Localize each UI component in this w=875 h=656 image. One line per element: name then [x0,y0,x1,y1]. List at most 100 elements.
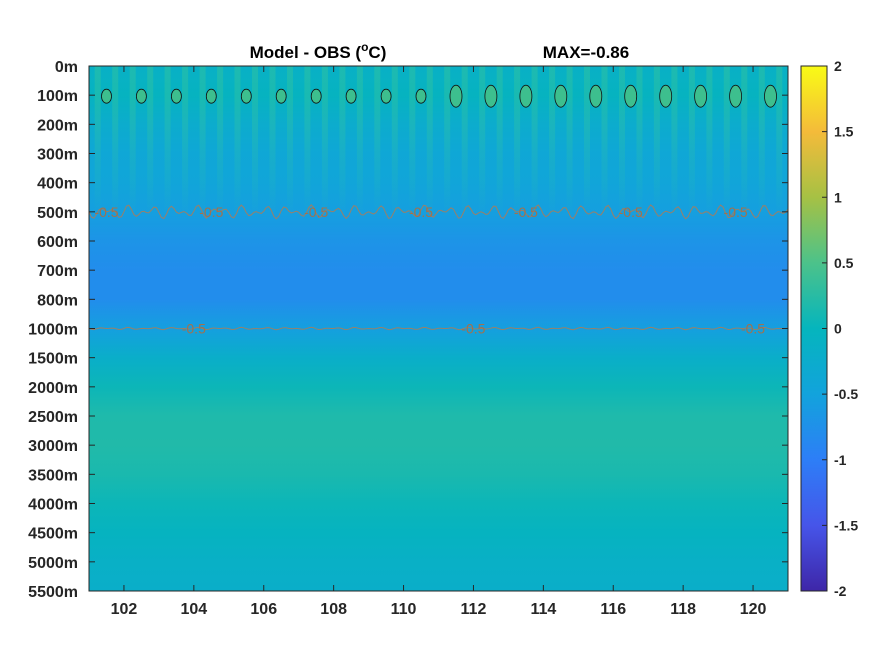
surface-stripe [217,66,224,216]
y-tick-label: 3500m [28,467,78,484]
positive-anomaly-blob [764,84,777,108]
surface-stripe [479,66,486,216]
colorbar-tick-label: -2 [834,583,847,599]
surface-stripe [636,66,643,216]
surface-stripe [461,66,468,216]
x-tick-label: 114 [530,601,556,618]
surface-stripe [199,66,206,216]
surface-stripe [619,66,625,216]
positive-anomaly-blob [240,88,252,104]
positive-anomaly-blob [345,88,357,104]
contour-lines: -0.5 -0.5 -0.5 -0.5 -0.5 -0.5 -0.5 -0.5 -0.5 -0.5 [89,204,788,337]
positive-anomaly-blob [135,88,147,104]
surface-stripe [374,66,381,216]
surface-stripe [304,66,311,216]
y-tick-label: 1000m [28,322,78,339]
y-tick-label: 2500m [28,409,78,426]
contour-label: -0.5 [199,204,223,220]
max-annotation: MAX=-0.86 [543,43,629,62]
surface-stripe [514,66,521,216]
surface-stripe [269,66,276,216]
surface-stripe [129,66,136,216]
surface-stripe [391,66,398,216]
x-axis: 102 104 106 108 110 112 114 116 118 120 [111,66,766,618]
surface-stripe [566,66,573,216]
y-tick-label: 600m [37,234,78,251]
colorbar-tick-label: 0 [834,321,842,337]
colorbar-tick-label: 1 [834,189,842,205]
colorbar-tick-label: -0.5 [834,386,858,402]
y-tick-label: 5500m [28,584,78,601]
surface-stripes [94,66,783,216]
colorbar-tick-label: -1.5 [834,517,858,533]
contour-label: -0.5 [94,204,118,220]
surface-stripe [182,66,189,216]
surface-stripe [426,66,433,216]
surface-stripe [758,66,765,216]
contour-label: -0.5 [619,204,643,220]
surface-stripe [409,66,416,216]
surface-stripe [234,66,241,216]
positive-anomaly-blob [519,84,533,108]
surface-stripe [549,66,556,216]
surface-stripe [741,66,748,216]
surface-stripe [321,66,328,216]
colorbar-tick-label: 0.5 [834,255,854,271]
surface-stripe [444,66,451,216]
surface-stripe [356,66,363,216]
y-axis: 0m 100m 200m 300m 400m 500m 600m 700m 800m 1000m 1… [28,59,788,601]
contour-label: -0.5 [724,204,748,220]
positive-anomaly-blob [624,84,638,108]
surface-stripe [164,66,171,216]
surface-stripe [706,66,713,216]
y-tick-label: 500m [37,205,78,222]
contour-label: -0.5 [409,204,433,220]
colorbar-tick-label: -1 [834,452,847,468]
x-tick-label: 106 [250,601,277,618]
y-tick-label: 1500m [28,351,78,368]
positive-anomaly-blob [484,84,498,108]
y-tick-label: 200m [37,117,78,134]
heatmap-plot: -0.5 -0.5 -0.5 -0.5 -0.5 -0.5 -0.5 -0.5 -0.5 -0.5 [88,65,789,592]
surface-stripe [776,66,783,216]
positive-anomaly-blob [554,84,568,108]
contour-line [89,326,788,331]
positive-anomaly-blob [380,88,392,104]
y-tick-label: 3000m [28,438,78,455]
contour-label: -0.5 [741,321,765,337]
surface-stripe [147,66,154,216]
surface-stripe [339,66,346,216]
x-tick-label: 102 [111,601,138,618]
contour-label: -0.5 [514,204,538,220]
y-tick-label: 700m [37,263,78,280]
y-tick-label: 4500m [28,526,78,543]
x-tick-label: 112 [461,601,487,618]
positive-anomaly-blob [449,84,463,108]
y-tick-label: 4000m [28,497,78,514]
x-tick-label: 110 [391,601,417,618]
y-tick-label: 300m [37,147,78,164]
x-tick-label: 104 [180,601,207,618]
colorbar-tick-label: 1.5 [834,124,854,140]
contour-line [89,204,788,220]
chart-title: Model - OBS (oC) [250,40,387,62]
y-tick-label: 5000m [28,555,78,572]
surface-stripe [671,66,678,216]
surface-stripe [287,66,293,216]
x-tick-label: 116 [600,601,626,618]
y-tick-label: 0m [55,59,78,76]
contour-label: -0.5 [461,321,485,337]
colorbar-ticks: 2 1.5 1 0.5 0 -0.5 -1 -1.5 -2 [822,58,858,599]
positive-anomaly-blob [170,88,182,104]
surface-stripe [723,66,730,216]
positive-anomaly-blob [310,88,322,104]
surface-stripe [496,66,503,216]
surface-stripe [252,66,258,216]
colorbar: 2 1.5 1 0.5 0 -0.5 -1 -1.5 -2 [800,58,858,599]
positive-anomaly-blob [101,88,112,104]
surface-stripe [112,66,119,216]
y-tick-label: 400m [37,176,78,193]
contour-label: -0.5 [304,204,328,220]
y-tick-label: 100m [37,88,78,105]
